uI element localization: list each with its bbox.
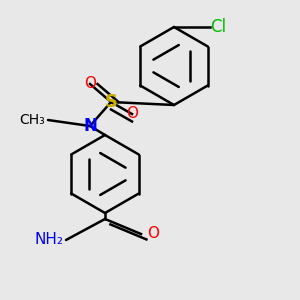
Text: NH₂: NH₂ bbox=[34, 232, 63, 247]
Text: S: S bbox=[104, 93, 118, 111]
Text: N: N bbox=[83, 117, 97, 135]
Text: O: O bbox=[84, 76, 96, 92]
Text: CH₃: CH₃ bbox=[19, 113, 45, 127]
Text: Cl: Cl bbox=[210, 18, 226, 36]
Text: O: O bbox=[126, 106, 138, 122]
Text: O: O bbox=[147, 226, 159, 242]
